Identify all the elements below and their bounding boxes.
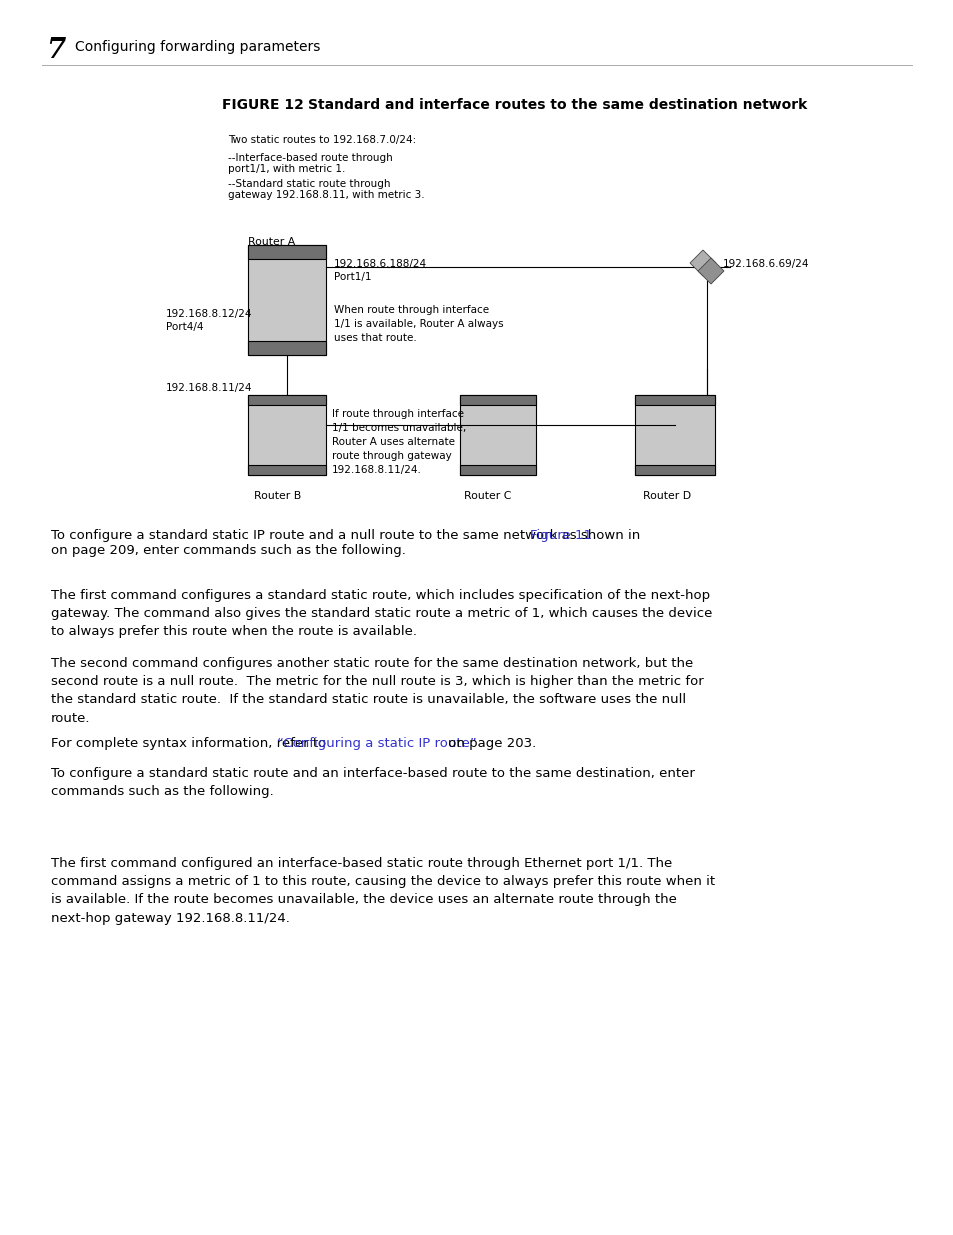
Text: 192.168.8.11/24: 192.168.8.11/24	[166, 383, 253, 393]
Bar	[459, 395, 536, 405]
Text: on page 209, enter commands such as the following.: on page 209, enter commands such as the …	[51, 543, 405, 557]
Text: 192.168.6.69/24: 192.168.6.69/24	[722, 259, 809, 269]
Bar	[248, 395, 326, 405]
Text: 192.168.8.12/24
Port4/4: 192.168.8.12/24 Port4/4	[166, 309, 253, 332]
Text: Two static routes to 192.168.7.0/24:: Two static routes to 192.168.7.0/24:	[228, 135, 416, 144]
Text: Router C: Router C	[463, 492, 511, 501]
Text: The first command configured an interface-based static route through Ethernet po: The first command configured an interfac…	[51, 857, 715, 925]
Text: port1/1, with metric 1.: port1/1, with metric 1.	[228, 164, 345, 174]
Text: Figure 11: Figure 11	[529, 529, 591, 542]
Text: Router A: Router A	[248, 237, 294, 247]
Text: Router B: Router B	[253, 492, 301, 501]
Text: gateway 192.168.8.11, with metric 3.: gateway 192.168.8.11, with metric 3.	[228, 190, 424, 200]
Text: When route through interface
1/1 is available, Router A always
uses that route.: When route through interface 1/1 is avai…	[334, 305, 503, 343]
Bar	[635, 464, 714, 475]
Bar	[248, 464, 326, 475]
Text: Standard and interface routes to the same destination network: Standard and interface routes to the sam…	[308, 98, 806, 112]
Polygon shape	[689, 249, 716, 275]
Bar	[635, 395, 714, 475]
Bar	[248, 395, 326, 475]
Bar	[635, 395, 714, 405]
Text: If route through interface
1/1 becomes unavailable,
Router A uses alternate
rout: If route through interface 1/1 becomes u…	[332, 409, 466, 475]
Polygon shape	[698, 258, 723, 284]
Text: Configuring forwarding parameters: Configuring forwarding parameters	[75, 40, 320, 54]
Text: on page 203.: on page 203.	[443, 737, 536, 750]
Bar	[248, 245, 326, 354]
Text: The second command configures another static route for the same destination netw: The second command configures another st…	[51, 657, 703, 725]
Text: Router D: Router D	[642, 492, 690, 501]
Text: To configure a standard static route and an interface-based route to the same de: To configure a standard static route and…	[51, 767, 694, 798]
Bar	[248, 341, 326, 354]
Text: To configure a standard static IP route and a null route to the same network as : To configure a standard static IP route …	[51, 529, 644, 542]
Text: 192.168.6.188/24
Port1/1: 192.168.6.188/24 Port1/1	[334, 259, 427, 283]
Text: --Interface-based route through: --Interface-based route through	[228, 153, 393, 163]
Bar	[459, 464, 536, 475]
Text: 7: 7	[46, 37, 65, 64]
Text: “Configuring a static IP route”: “Configuring a static IP route”	[276, 737, 476, 750]
Text: --Standard static route through: --Standard static route through	[228, 179, 390, 189]
Bar	[459, 395, 536, 475]
Text: The first command configures a standard static route, which includes specificati: The first command configures a standard …	[51, 589, 712, 638]
Bar	[248, 245, 326, 259]
Text: For complete syntax information, refer to: For complete syntax information, refer t…	[51, 737, 330, 750]
Text: FIGURE 12: FIGURE 12	[222, 98, 304, 112]
